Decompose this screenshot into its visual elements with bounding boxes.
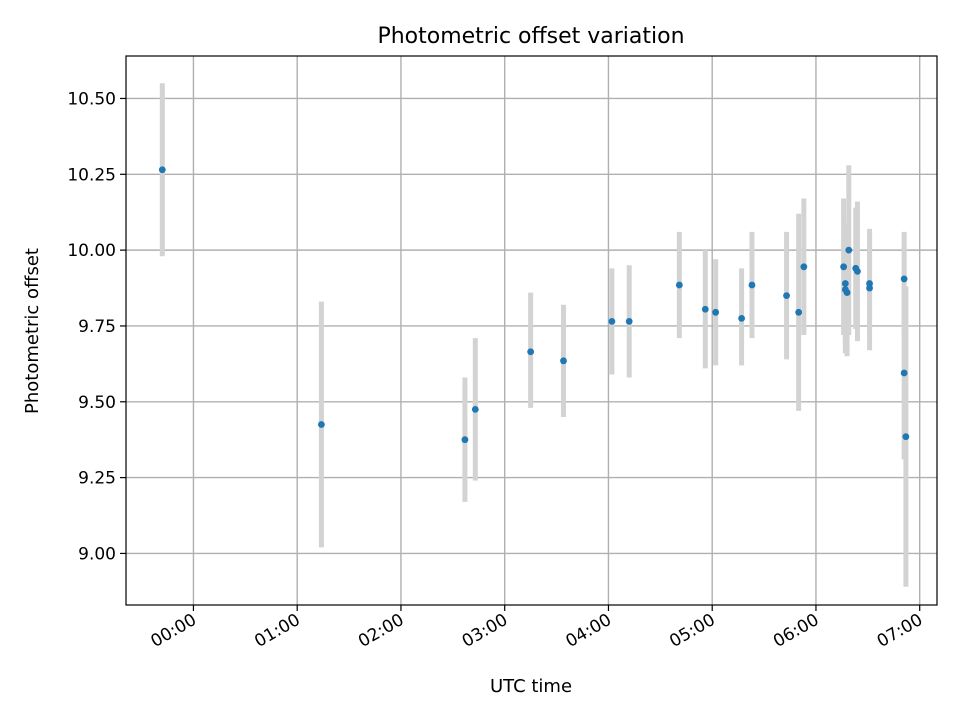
data-point xyxy=(843,289,851,296)
data-point xyxy=(527,348,535,356)
data-point xyxy=(318,421,325,428)
chart-title: Photometric offset variation xyxy=(377,24,684,49)
error-bars xyxy=(159,83,909,587)
data-points xyxy=(158,166,910,444)
data-point xyxy=(748,281,756,289)
data-point xyxy=(900,369,908,377)
data-point xyxy=(701,305,709,313)
y-tick-label: 10.50 xyxy=(67,89,116,109)
x-tick-label: 01:00 xyxy=(251,610,303,652)
data-point xyxy=(675,281,683,289)
data-point xyxy=(795,308,803,316)
data-point xyxy=(866,284,873,292)
data-point xyxy=(471,405,479,413)
y-tick-label: 9.75 xyxy=(78,317,116,337)
x-tick-label: 03:00 xyxy=(459,610,511,652)
y-axis-ticks: 9.00 9.25 9.50 9.75 10.00 10.25 10.50 xyxy=(67,89,126,564)
x-tick-label: 07:00 xyxy=(874,610,926,652)
y-tick-label: 9.50 xyxy=(78,393,116,413)
data-point xyxy=(845,246,853,254)
y-axis-label: Photometric offset xyxy=(22,248,43,414)
data-point xyxy=(902,433,910,441)
x-tick-label: 00:00 xyxy=(148,610,200,652)
y-tick-label: 9.00 xyxy=(78,544,116,564)
data-point xyxy=(854,267,861,275)
x-tick-label: 02:00 xyxy=(355,610,407,652)
x-axis-label: UTC time xyxy=(490,676,572,697)
y-tick-label: 10.00 xyxy=(67,241,116,261)
data-point xyxy=(625,318,633,325)
data-point xyxy=(800,263,808,271)
x-axis-ticks: 00:00 01:00 02:00 03:00 04:00 05:00 06:00 07:00 xyxy=(148,605,926,652)
data-point xyxy=(712,308,720,316)
data-point xyxy=(738,314,745,322)
x-tick-label: 04:00 xyxy=(563,610,615,652)
data-point xyxy=(608,318,616,325)
data-point xyxy=(461,436,469,444)
data-point xyxy=(841,280,849,287)
data-point xyxy=(840,263,848,271)
data-point xyxy=(158,166,166,174)
y-tick-label: 9.25 xyxy=(78,469,116,489)
x-tick-label: 06:00 xyxy=(770,610,822,652)
x-tick-label: 05:00 xyxy=(666,610,718,652)
y-tick-label: 10.25 xyxy=(67,165,116,185)
data-point xyxy=(900,275,908,283)
data-point xyxy=(783,292,790,300)
plot-frame xyxy=(125,55,938,606)
data-point xyxy=(560,357,567,365)
